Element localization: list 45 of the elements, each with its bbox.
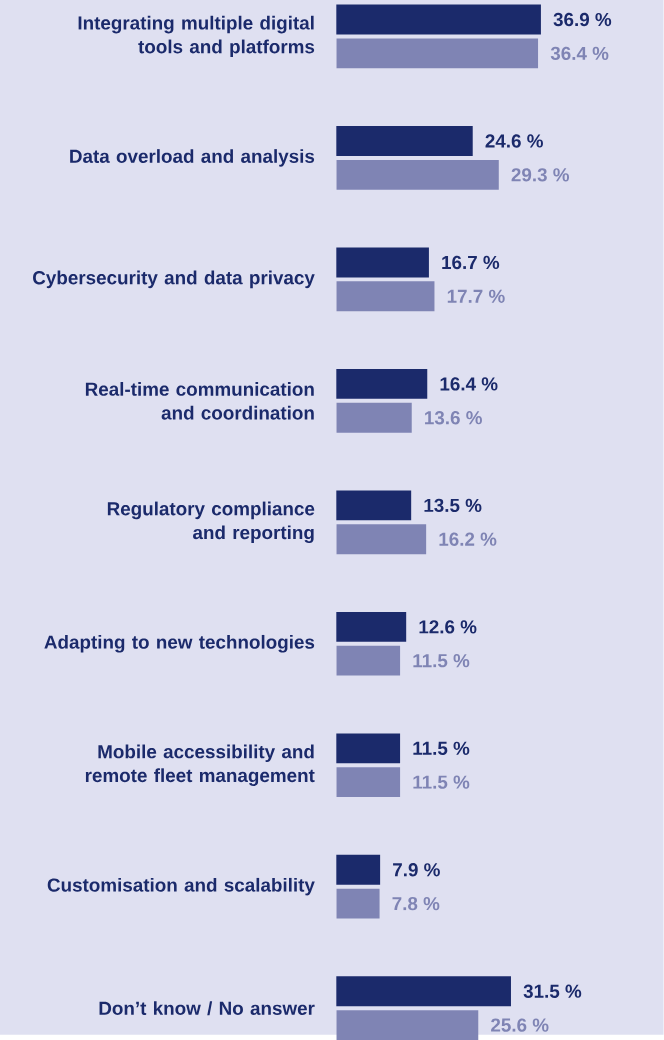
bar	[336, 159, 499, 190]
bar	[336, 247, 430, 278]
data-label: 16.2 %	[439, 532, 497, 546]
bar	[336, 38, 539, 69]
bar	[336, 645, 401, 676]
y-tick-label: Integrating multiple digital tools and platforms	[78, 15, 315, 58]
data-label: 13.6 %	[425, 411, 483, 425]
data-label: 29.3 %	[511, 168, 570, 182]
y-tick-label: Don’t know / No answer	[99, 1001, 315, 1016]
y-tick-label: Adapting to new technologies	[44, 634, 315, 653]
bar	[336, 490, 412, 521]
data-label: 11.5 %	[413, 775, 470, 789]
data-label: 36.4 %	[550, 46, 609, 61]
bar	[336, 767, 401, 798]
y-tick-label: Mobile accessibility and remote fleet management	[85, 744, 315, 786]
data-label: 12.6 %	[419, 620, 477, 634]
data-label: 7.8 %	[392, 896, 440, 911]
data-label: 36.9 %	[553, 12, 612, 27]
y-tick-label: Cybersecurity and data privacy	[33, 270, 315, 289]
bar	[336, 524, 427, 555]
bar	[336, 1010, 479, 1040]
data-label: 31.5 %	[523, 984, 582, 998]
bar	[336, 888, 380, 919]
bar	[336, 369, 428, 399]
y-tick-label: Real-time communication and coordination	[86, 382, 314, 420]
y-tick-label: Regulatory compliance and reporting	[107, 501, 315, 544]
data-label: 16.7 %	[442, 255, 500, 270]
bar	[336, 402, 412, 433]
bar	[336, 281, 435, 312]
data-label: 13.5 %	[424, 498, 482, 513]
data-label: 25.6 %	[491, 1018, 549, 1032]
data-label: 11.5 %	[413, 741, 470, 755]
y-tick-label: Customisation and scalability	[47, 877, 315, 896]
bar	[336, 854, 381, 885]
data-label: 11.5 %	[413, 654, 470, 668]
data-label: 24.6 %	[485, 134, 544, 148]
bar	[336, 126, 473, 156]
data-label: 17.7 %	[447, 289, 505, 303]
data-label: 7.9 %	[393, 863, 441, 877]
y-tick-label: Data overload and analysis	[70, 149, 315, 167]
bar	[336, 976, 512, 1007]
bar	[336, 4, 542, 35]
bar	[336, 733, 401, 764]
bar	[336, 611, 407, 642]
data-label: 16.4 %	[440, 377, 498, 391]
